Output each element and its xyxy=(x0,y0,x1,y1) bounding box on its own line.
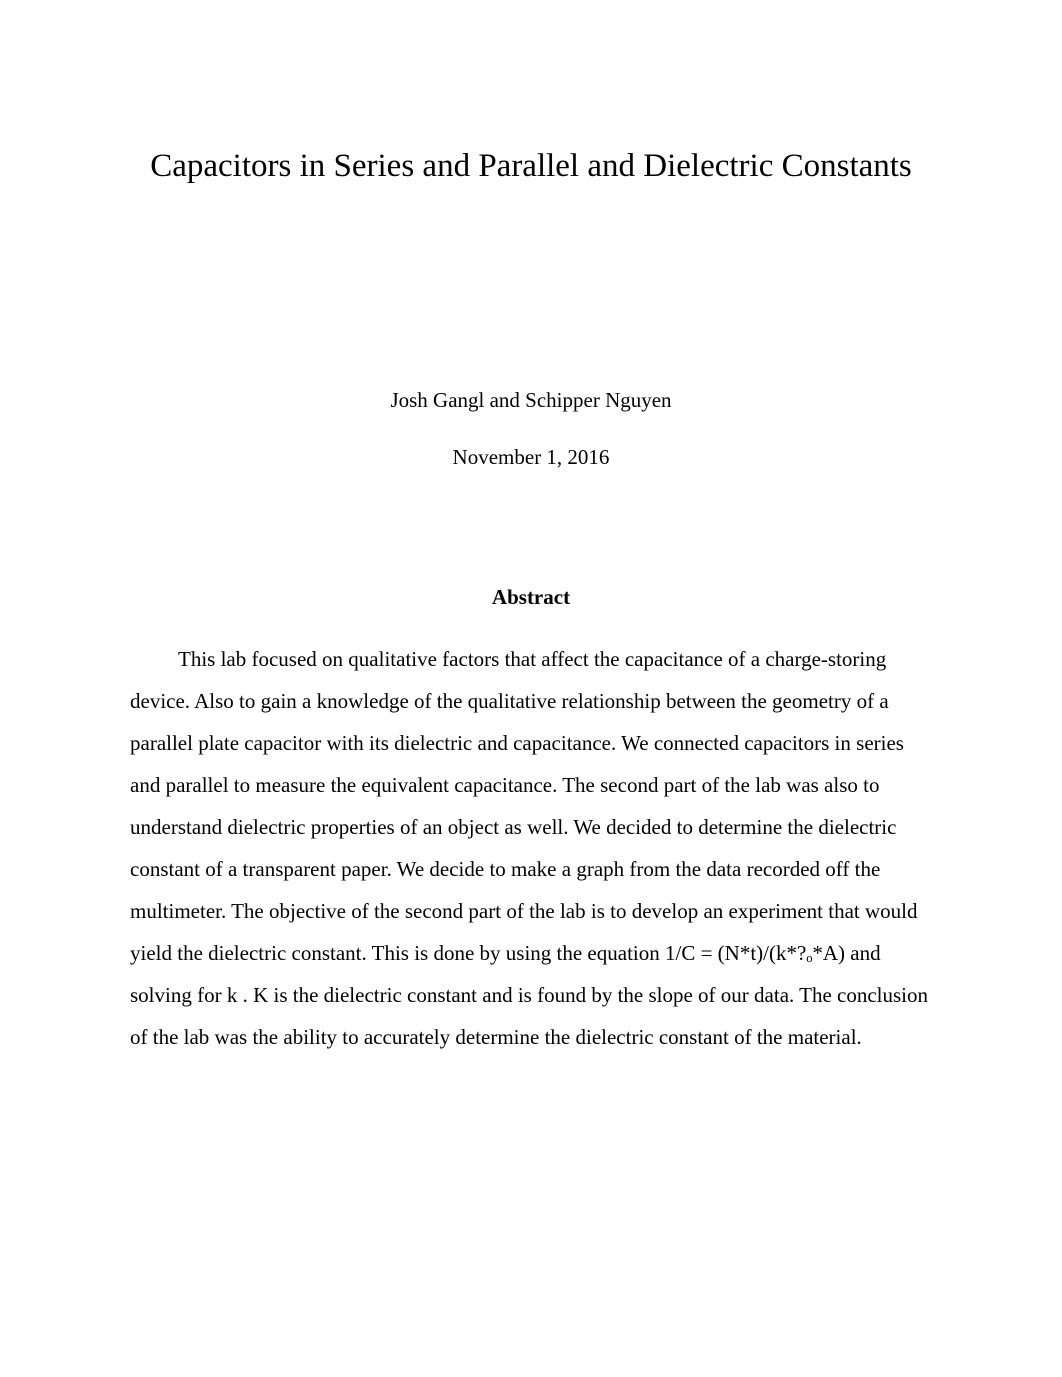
authors-line: Josh Gangl and Schipper Nguyen xyxy=(130,388,932,413)
document-title: Capacitors in Series and Parallel and Di… xyxy=(130,145,932,188)
abstract-body: This lab focused on qualitative factors … xyxy=(130,638,932,1058)
abstract-heading: Abstract xyxy=(130,585,932,610)
date-line: November 1, 2016 xyxy=(130,445,932,470)
